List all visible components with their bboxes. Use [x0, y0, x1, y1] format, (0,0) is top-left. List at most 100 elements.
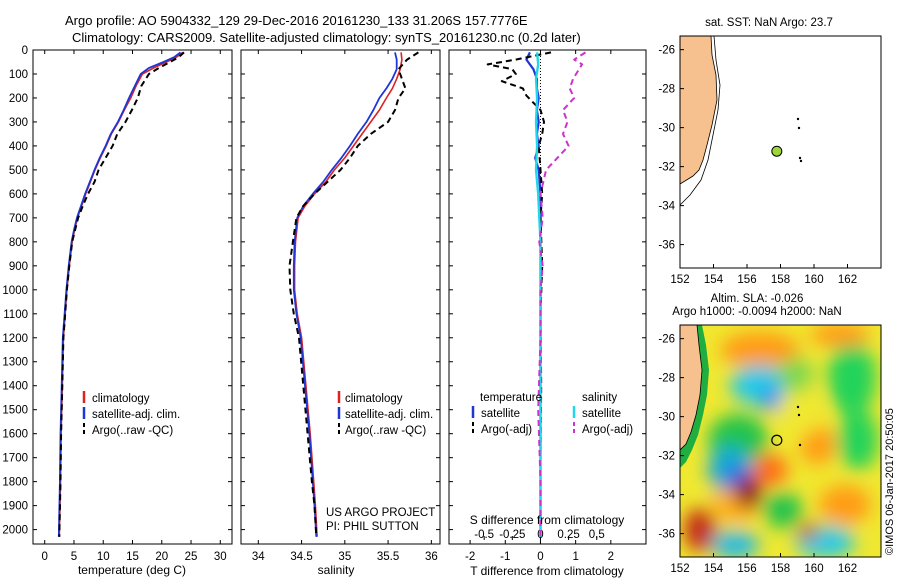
salinity-difference-satellite-line: [534, 52, 542, 537]
x-tick-label: 35.5: [377, 551, 399, 563]
x-tick-label: 5: [71, 551, 77, 563]
map-y-tick-label: -36: [658, 529, 675, 541]
map-y-tick-label: -26: [658, 334, 675, 346]
title-line-2: Climatology: CARS2009. Satellite-adjuste…: [72, 30, 581, 45]
x-tick-label: -1: [500, 551, 510, 563]
salinity-difference-label: S difference from climatology: [470, 513, 625, 527]
depth-tick-label: 2000: [2, 525, 28, 537]
map-x-tick-label: 154: [704, 563, 724, 575]
map-y-tick-label: -28: [658, 373, 675, 385]
legend-satellite-label: satellite-adj. clim.: [345, 409, 433, 421]
depth-tick-label: 500: [9, 165, 28, 177]
x-tick-label: 20: [155, 551, 168, 563]
x-tick-label: 0: [42, 551, 48, 563]
salinity-axes-frame: [240, 49, 441, 545]
temperature-axes-frame: [32, 49, 233, 545]
temperature-xlabel: temperature (deg C): [78, 563, 186, 577]
depth-tick-label: 800: [9, 237, 28, 249]
depth-tick-label: 1600: [2, 429, 28, 441]
island-dot: [798, 443, 802, 447]
x-tick-label: -2: [465, 551, 475, 563]
x-tick-label: 34.5: [290, 551, 312, 563]
legend-temp-argo-label: Argo(-adj): [481, 424, 532, 436]
depth-tick-label: 600: [9, 189, 28, 201]
map-y-tick-label: -26: [658, 45, 675, 57]
project-label: US ARGO PROJECT: [326, 507, 435, 519]
map-y-tick-label: -34: [658, 490, 675, 502]
map-x-tick-label: 158: [771, 274, 790, 286]
x-tick-label: 1: [572, 551, 578, 563]
depth-contour: [679, 35, 721, 206]
depth-tick-label: 1100: [3, 309, 28, 321]
x-tick-label: 35: [338, 551, 351, 563]
salinity-depth-ticks: [241, 49, 440, 531]
map-y-tick-label: -32: [658, 451, 675, 463]
credit-stamp: ©IMOS 06-Jan-2017 20:50:05: [884, 408, 896, 555]
salinity-diff-tick-label: 0.25: [557, 529, 579, 541]
salinity-series: [288, 51, 419, 537]
temperature-climatology-line: [58, 51, 184, 537]
difference-depth-ticks: [449, 49, 646, 531]
map-x-tick-label: 154: [704, 274, 724, 286]
x-tick-label: 30: [214, 551, 227, 563]
salinity-difference-argo-line: [537, 51, 587, 537]
map-x-tick-label: 160: [804, 274, 823, 286]
salinity-satellite-line: [292, 52, 398, 537]
legend-climatology-label: climatology: [345, 393, 403, 405]
x-tick-label: 25: [185, 551, 198, 563]
salinity-difference-axis: -0.5 -0.25 0 0.25 0.5: [474, 529, 604, 541]
depth-tick-label: 0: [22, 45, 28, 57]
temperature-difference-satellite-line: [525, 51, 542, 537]
difference-axes-frame: [448, 49, 647, 545]
legend-temperature-header: temperature: [480, 392, 542, 404]
x-tick-label: 10: [97, 551, 110, 563]
sla-map-title-2: Argo h1000: -0.0094 h2000: NaN: [672, 306, 841, 318]
salinity-argo-line: [288, 51, 419, 537]
depth-tick-label: 1400: [2, 381, 28, 393]
legend-climatology-label: climatology: [92, 393, 150, 405]
difference-legend: temperature salinity satellite Argo(-adj…: [471, 392, 633, 436]
legend-temp-satellite-label: satellite: [481, 408, 520, 420]
depth-tick-label: 900: [9, 261, 28, 273]
salinity-x-axis: 34 34.5 35 35.5 36: [252, 50, 438, 563]
map-x-tick-label: 162: [838, 563, 857, 575]
map-x-tick-label: 160: [804, 563, 823, 575]
map-x-tick-label: 152: [670, 563, 689, 575]
map-y-tick-label: -30: [658, 123, 675, 135]
salinity-diff-tick-label: -0.25: [499, 529, 525, 541]
island-dot: [798, 156, 802, 160]
island-dot: [797, 413, 801, 417]
legend-salinity-header: salinity: [582, 392, 617, 404]
sla-map: Altim. SLA: -0.026 Argo h1000: -0.0094 h…: [658, 293, 882, 575]
temperature-legend: climatology satellite-adj. clim. Argo(..…: [82, 391, 180, 437]
sst-map: sat. SST: NaN Argo: 23.7 152 154 156 158 160…: [658, 17, 882, 286]
depth-tick-label: 1300: [2, 357, 28, 369]
argo-float-marker: [771, 434, 783, 446]
temperature-satellite-line: [57, 51, 182, 537]
pi-label: PI: PHIL SUTTON: [326, 521, 419, 533]
island-dot: [797, 126, 801, 130]
depth-tick-label: 700: [9, 213, 28, 225]
temperature-series: [57, 51, 185, 537]
australia-land: [679, 35, 718, 185]
temperature-argo-line: [58, 51, 185, 537]
island-dot: [796, 117, 800, 121]
sla-map-title-1: Altim. SLA: -0.026: [711, 293, 804, 305]
argo-float-marker: [771, 145, 783, 157]
map-y-tick-label: -34: [658, 201, 675, 213]
salinity-xlabel: salinity: [318, 563, 355, 577]
island-dot: [796, 405, 800, 409]
depth-tick-label: 200: [9, 93, 28, 105]
difference-chart: -2 -1 0 1 2 -0.5 -0.25 0 0.25 0.5 T difference f…: [448, 49, 647, 578]
depth-tick-label: 400: [9, 141, 28, 153]
sst-map-axes: 152 154 156 158 160 162 -26 -28 -30 -32 -34 -36: [658, 45, 857, 286]
sla-blobs: [684, 325, 878, 557]
salinity-legend: climatology satellite-adj. clim. Argo(..…: [337, 391, 433, 437]
legend-argo-label: Argo(..raw -QC): [92, 425, 173, 437]
x-tick-label: 36: [425, 551, 438, 563]
x-tick-label: 15: [126, 551, 139, 563]
salinity-diff-tick-label: 0.5: [589, 529, 605, 541]
salinity-chart: 34 34.5 35 35.5 36 salinity climatology sate…: [240, 49, 441, 577]
depth-tick-label: 300: [9, 117, 28, 129]
